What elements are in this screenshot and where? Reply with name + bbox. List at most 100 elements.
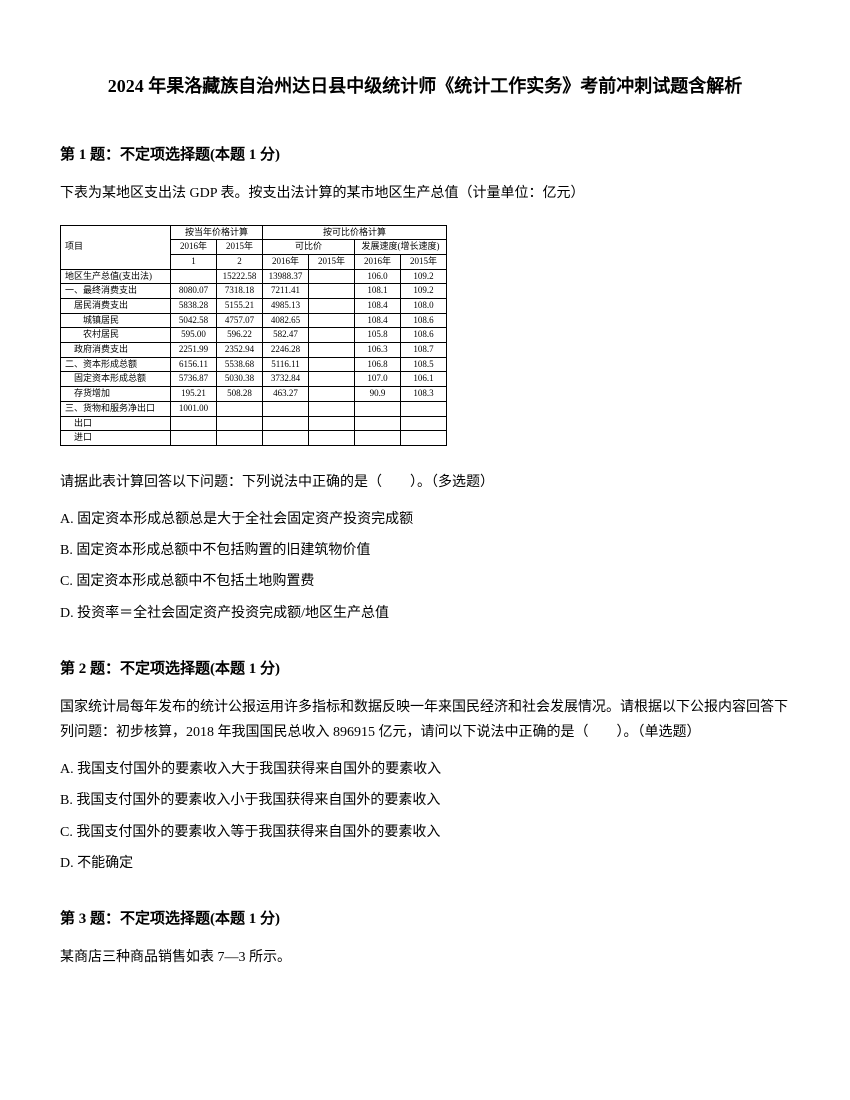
th-chg: 可比价 <box>263 240 355 255</box>
cell <box>309 357 355 372</box>
row-label: 固定资本形成总额 <box>61 372 171 387</box>
q1-optD: D. 投资率＝全社会固定资产投资完成额/地区生产总值 <box>60 601 790 626</box>
q3-header: 第 3 题：不定项选择题(本题 1 分) <box>60 906 790 933</box>
cell <box>217 416 263 431</box>
cell: 107.0 <box>355 372 401 387</box>
cell: 108.7 <box>401 343 447 358</box>
q2-optB: B. 我国支付国外的要素收入小于我国获得来自国外的要素收入 <box>60 788 790 813</box>
q1-optB: B. 固定资本形成总额中不包括购置的旧建筑物价值 <box>60 538 790 563</box>
cell: 463.27 <box>263 387 309 402</box>
cell: 2352.94 <box>217 343 263 358</box>
cell <box>217 431 263 446</box>
cell: 6156.11 <box>171 357 217 372</box>
cell <box>355 416 401 431</box>
row-label: 城镇居民 <box>61 313 171 328</box>
q2-optA: A. 我国支付国外的要素收入大于我国获得来自国外的要素收入 <box>60 757 790 782</box>
cell: 108.6 <box>401 328 447 343</box>
cell <box>309 343 355 358</box>
th-idx: 按可比价格计算 <box>263 225 447 240</box>
table-row: 存货增加195.21508.28463.2790.9108.3 <box>61 387 447 402</box>
gdp-table: 项目 按当年价格计算 按可比价格计算 2016年 2015年 可比价 发展速度(… <box>60 225 447 446</box>
q1-prompt: 请据此表计算回答以下问题：下列说法中正确的是（ ）。（多选题） <box>60 470 790 495</box>
row-label: 农村居民 <box>61 328 171 343</box>
cell: 7211.41 <box>263 284 309 299</box>
cell: 5736.87 <box>171 372 217 387</box>
cell: 5042.58 <box>171 313 217 328</box>
cell: 108.0 <box>401 299 447 314</box>
cell: 13988.37 <box>263 269 309 284</box>
row-label: 地区生产总值(支出法) <box>61 269 171 284</box>
cell: 106.8 <box>355 357 401 372</box>
th-cur-idx: 发展速度(增长速度) <box>355 240 447 255</box>
cell: 595.00 <box>171 328 217 343</box>
table-row: 政府消费支出2251.992352.942246.28106.3108.7 <box>61 343 447 358</box>
cell <box>171 416 217 431</box>
table-row: 二、资本形成总额6156.115538.685116.11106.8108.5 <box>61 357 447 372</box>
th-2016-3: 2016年 <box>263 254 309 269</box>
th-2016-5: 2016年 <box>355 254 401 269</box>
cell: 7318.18 <box>217 284 263 299</box>
q3-text: 某商店三种商品销售如表 7—3 所示。 <box>60 945 790 970</box>
cell: 195.21 <box>171 387 217 402</box>
row-label: 三、货物和服务净出口 <box>61 401 171 416</box>
q1-optA: A. 固定资本形成总额总是大于全社会固定资产投资完成额 <box>60 507 790 532</box>
cell: 5116.11 <box>263 357 309 372</box>
cell: 4082.65 <box>263 313 309 328</box>
cell: 106.3 <box>355 343 401 358</box>
cell: 2251.99 <box>171 343 217 358</box>
q2-text: 国家统计局每年发布的统计公报运用许多指标和数据反映一年来国民经济和社会发展情况。… <box>60 695 790 745</box>
q2-optC: C. 我国支付国外的要素收入等于我国获得来自国外的要素收入 <box>60 820 790 845</box>
cell <box>263 401 309 416</box>
th-2015-4: 2015年 <box>309 254 355 269</box>
cell <box>309 269 355 284</box>
cell <box>401 401 447 416</box>
gdp-table-wrapper: 项目 按当年价格计算 按可比价格计算 2016年 2015年 可比价 发展速度(… <box>60 225 790 446</box>
table-row: 出口 <box>61 416 447 431</box>
cell: 5838.28 <box>171 299 217 314</box>
cell: 508.28 <box>217 387 263 402</box>
cell <box>171 431 217 446</box>
q1-text: 下表为某地区支出法 GDP 表。按支出法计算的某市地区生产总值（计量单位：亿元） <box>60 181 790 206</box>
cell <box>171 269 217 284</box>
q1-header: 第 1 题：不定项选择题(本题 1 分) <box>60 142 790 169</box>
cell: 4757.07 <box>217 313 263 328</box>
table-row: 三、货物和服务净出口1001.00 <box>61 401 447 416</box>
cell: 5030.38 <box>217 372 263 387</box>
table-row: 居民消费支出5838.285155.214985.13108.4108.0 <box>61 299 447 314</box>
cell <box>401 416 447 431</box>
cell: 596.22 <box>217 328 263 343</box>
row-label: 存货增加 <box>61 387 171 402</box>
cell <box>309 387 355 402</box>
th-col1: 1 <box>171 254 217 269</box>
cell <box>309 328 355 343</box>
cell: 108.4 <box>355 313 401 328</box>
row-label: 政府消费支出 <box>61 343 171 358</box>
q2-optD: D. 不能确定 <box>60 851 790 876</box>
cell: 8080.07 <box>171 284 217 299</box>
cell <box>309 416 355 431</box>
q1-optC: C. 固定资本形成总额中不包括土地购置费 <box>60 569 790 594</box>
th-col2: 2 <box>217 254 263 269</box>
table-row: 固定资本形成总额5736.875030.383732.84107.0106.1 <box>61 372 447 387</box>
cell: 109.2 <box>401 269 447 284</box>
table-row: 地区生产总值(支出法)15222.5813988.37106.0109.2 <box>61 269 447 284</box>
row-label: 二、资本形成总额 <box>61 357 171 372</box>
row-label: 进口 <box>61 431 171 446</box>
table-row: 城镇居民5042.584757.074082.65108.4108.6 <box>61 313 447 328</box>
th-2015y: 2015年 <box>217 240 263 255</box>
cell <box>263 416 309 431</box>
cell: 582.47 <box>263 328 309 343</box>
cell <box>309 431 355 446</box>
cell: 5538.68 <box>217 357 263 372</box>
cell <box>217 401 263 416</box>
cell <box>263 431 309 446</box>
cell: 3732.84 <box>263 372 309 387</box>
cell: 1001.00 <box>171 401 217 416</box>
th-abs: 按当年价格计算 <box>171 225 263 240</box>
cell: 15222.58 <box>217 269 263 284</box>
cell: 4985.13 <box>263 299 309 314</box>
th-2016y: 2016年 <box>171 240 217 255</box>
th-2015-6: 2015年 <box>401 254 447 269</box>
th-item: 项目 <box>61 225 171 269</box>
table-row: 一、最终消费支出8080.077318.187211.41108.1109.2 <box>61 284 447 299</box>
